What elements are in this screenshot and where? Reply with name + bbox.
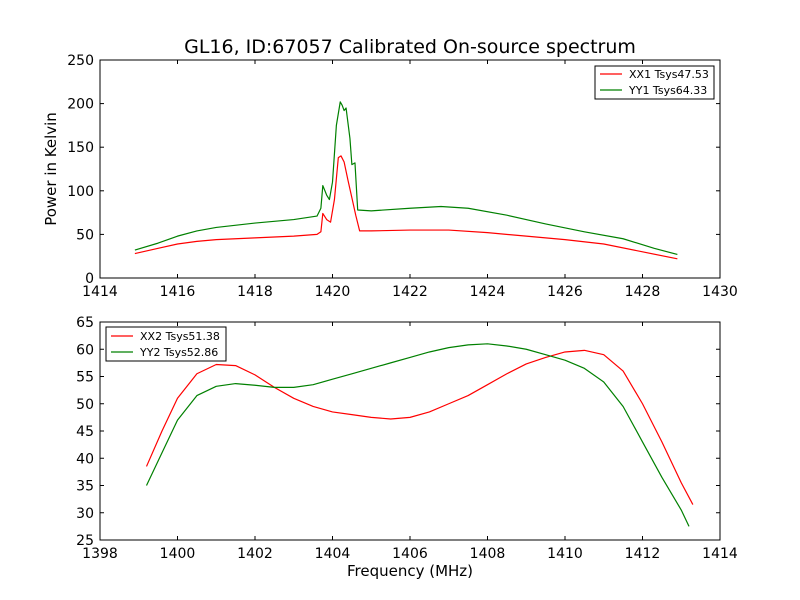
- bottom-ticks-group: 1398 1400 1402 1404 1406 1408 1410 1412 1414 25 30…: [76, 315, 738, 562]
- bottom-legend-label-yy2: YY2 Tsys52.86: [139, 346, 218, 359]
- x-tick-label: 1428: [625, 284, 661, 300]
- top-legend: XX1 Tsys47.53 YY1 Tsys64.33: [594, 65, 715, 100]
- x-tick-label: 1418: [237, 284, 273, 300]
- bottom-spectrum-panel: 1398 1400 1402 1404 1406 1408 1410 1412 1414 25 30…: [76, 315, 738, 580]
- series-line-bottom-0: [145, 349, 694, 505]
- y-tick-label: 65: [76, 315, 94, 331]
- y-tick-label: 0: [85, 271, 94, 287]
- chart-title: GL16, ID:67057 Calibrated On-source spec…: [184, 36, 636, 58]
- bottom-series-group: [145, 343, 694, 527]
- y-tick-label: 45: [76, 424, 94, 440]
- y-tick-label: 150: [67, 140, 94, 156]
- y-tick-label: 60: [76, 342, 94, 358]
- x-tick-label: 1412: [625, 546, 661, 562]
- x-tick-label: 1404: [315, 546, 351, 562]
- series-line-bottom-1: [145, 343, 690, 527]
- top-series-group: [134, 101, 678, 260]
- x-tick-label: 1402: [237, 546, 273, 562]
- bottom-x-axis-label: Frequency (MHz): [347, 562, 473, 580]
- x-tick-label: 1430: [702, 284, 738, 300]
- y-tick-label: 50: [76, 397, 94, 413]
- top-legend-label-xx1: XX1 Tsys47.53: [629, 68, 709, 81]
- top-spectrum-panel: 1414 1416 1418 1420 1422 1424 1426 1428 1430 0 50 1…: [42, 53, 738, 300]
- y-tick-label: 50: [76, 227, 94, 243]
- bottom-legend: XX2 Tsys51.38 YY2 Tsys52.86: [105, 326, 227, 362]
- x-tick-label: 1414: [82, 284, 118, 300]
- x-tick-label: 1426: [547, 284, 583, 300]
- x-tick-label: 1416: [160, 284, 196, 300]
- y-tick-label: 250: [67, 53, 94, 69]
- x-tick-label: 1398: [82, 546, 118, 562]
- series-line-top-0: [134, 155, 678, 260]
- x-tick-label: 1424: [470, 284, 506, 300]
- x-tick-label: 1400: [160, 546, 196, 562]
- x-tick-label: 1420: [315, 284, 351, 300]
- series-line-top-1: [134, 101, 678, 256]
- top-legend-label-yy1: YY1 Tsys64.33: [628, 84, 707, 97]
- y-tick-label: 55: [76, 370, 94, 386]
- top-legend-box: [594, 65, 715, 100]
- y-tick-label: 200: [67, 97, 94, 113]
- top-ticks-group: 1414 1416 1418 1420 1422 1424 1426 1428 1430 0 50 1…: [67, 53, 738, 300]
- y-tick-label: 30: [76, 506, 94, 522]
- bottom-legend-box: [105, 326, 227, 362]
- y-tick-label: 25: [76, 533, 94, 549]
- top-y-axis-label: Power in Kelvin: [42, 112, 60, 226]
- bottom-legend-label-xx2: XX2 Tsys51.38: [140, 330, 220, 343]
- y-tick-label: 35: [76, 479, 94, 495]
- x-tick-label: 1422: [392, 284, 428, 300]
- y-tick-label: 40: [76, 451, 94, 467]
- x-tick-label: 1408: [470, 546, 506, 562]
- y-tick-label: 100: [67, 184, 94, 200]
- x-tick-label: 1414: [702, 546, 738, 562]
- x-tick-label: 1410: [547, 546, 583, 562]
- x-tick-label: 1406: [392, 546, 428, 562]
